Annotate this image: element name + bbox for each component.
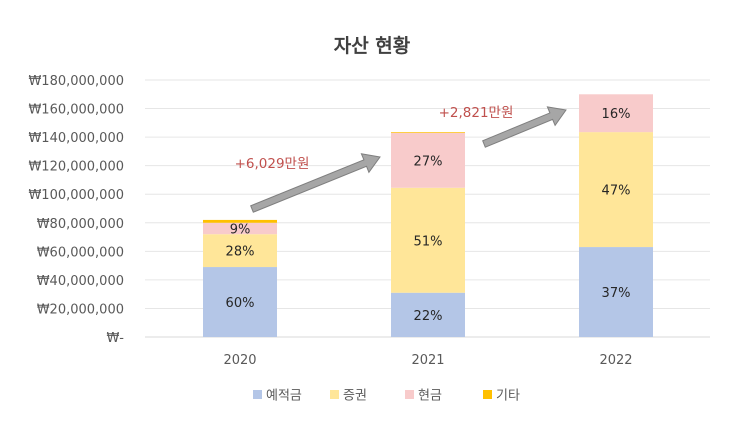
data-label: 27% — [414, 154, 443, 169]
x-tick-label: 2021 — [411, 353, 444, 368]
legend-label: 예적금 — [266, 389, 302, 404]
legend-swatch — [483, 390, 492, 399]
data-label: 47% — [602, 184, 631, 199]
y-tick-label: ₩180,000,000 — [28, 74, 124, 89]
legend-swatch — [253, 390, 262, 399]
growth-arrow — [250, 153, 381, 213]
bar-segment — [203, 267, 277, 337]
y-tick-label: ₩80,000,000 — [37, 217, 124, 232]
legend-label: 현금 — [418, 389, 442, 404]
data-label: 51% — [414, 234, 443, 249]
legend-swatch — [330, 390, 339, 399]
legend-label: 증권 — [343, 389, 367, 404]
legend: 예적금 증권 현금 기타 — [253, 389, 520, 404]
data-label: 28% — [226, 245, 255, 260]
bar-segment — [391, 292, 465, 337]
y-axis: ₩- ₩20,000,000 ₩40,000,000 ₩60,000,000 ₩80,0… — [28, 74, 124, 346]
y-tick-label: ₩20,000,000 — [37, 302, 124, 317]
y-tick-label: ₩160,000,000 — [28, 103, 124, 118]
bar-segment — [203, 219, 277, 223]
bar-segment — [391, 132, 465, 188]
x-axis: 2020 2021 2022 — [223, 353, 632, 368]
bar-segment — [391, 187, 465, 293]
data-label: 60% — [226, 296, 255, 311]
y-tick-label: ₩140,000,000 — [28, 131, 124, 146]
y-tick-label: ₩60,000,000 — [37, 245, 124, 260]
data-label: 37% — [602, 286, 631, 301]
bar-segment — [579, 94, 653, 133]
bar-segment — [391, 132, 465, 133]
growth-annotation: +6,029만원 — [235, 156, 310, 172]
legend-swatch — [405, 390, 414, 399]
x-tick-label: 2020 — [223, 353, 256, 368]
y-tick-label: ₩120,000,000 — [28, 160, 124, 175]
y-tick-label: ₩- — [106, 331, 124, 346]
growth-annotation: +2,821만원 — [439, 105, 514, 121]
x-tick-label: 2022 — [599, 353, 632, 368]
y-tick-label: ₩100,000,000 — [28, 188, 124, 203]
data-label: 16% — [602, 107, 631, 122]
growth-annotations: +6,029만원 +2,821만원 — [235, 105, 567, 213]
bar-segment — [579, 247, 653, 337]
legend-label: 기타 — [496, 389, 520, 404]
data-label: 22% — [414, 309, 443, 324]
growth-arrow — [482, 106, 567, 148]
bar-segment — [203, 234, 277, 268]
data-label: 9% — [230, 222, 251, 237]
bar-segment — [203, 222, 277, 235]
stacked-bars: 60% 28% 9% 22% 51% 27% 37% 47% 16% — [203, 94, 653, 337]
chart-title: 자산 현황 — [334, 34, 411, 57]
bar-segment — [579, 132, 653, 248]
y-tick-label: ₩40,000,000 — [37, 274, 124, 289]
